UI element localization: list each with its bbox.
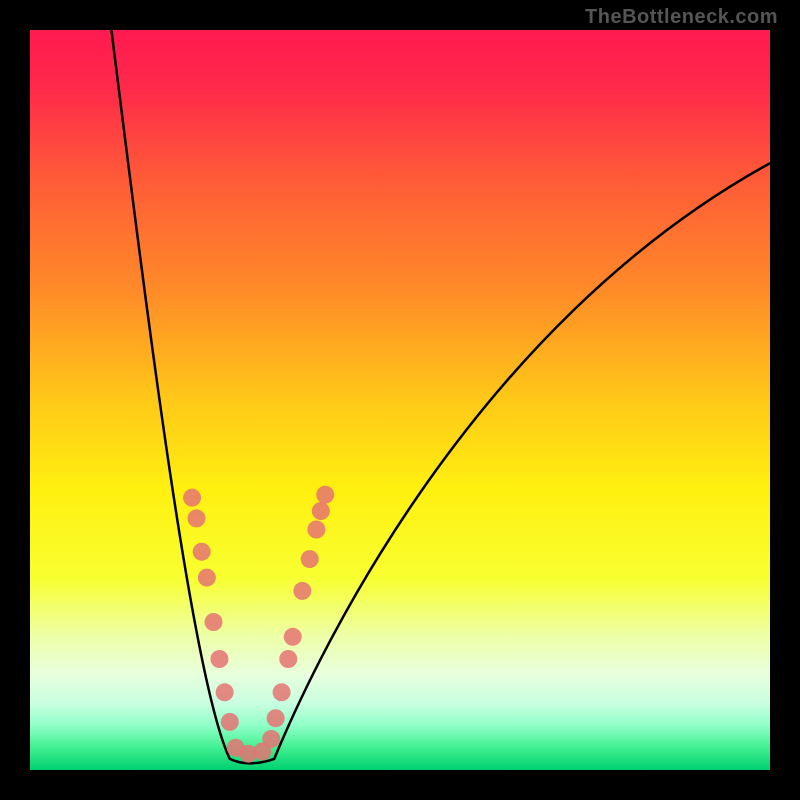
data-marker <box>262 730 280 748</box>
data-marker <box>284 628 302 646</box>
data-marker <box>183 489 201 507</box>
data-marker <box>316 486 334 504</box>
data-marker <box>210 650 228 668</box>
data-marker <box>301 550 319 568</box>
data-marker <box>307 521 325 539</box>
data-marker <box>267 709 285 727</box>
gradient-background <box>30 30 770 770</box>
data-marker <box>312 502 330 520</box>
data-marker <box>205 613 223 631</box>
data-marker <box>273 683 291 701</box>
data-marker <box>198 569 216 587</box>
watermark-text: TheBottleneck.com <box>585 6 778 29</box>
chart-plot-area <box>30 30 770 770</box>
data-marker <box>188 509 206 527</box>
data-marker <box>193 543 211 561</box>
data-marker <box>279 650 297 668</box>
data-marker <box>221 713 239 731</box>
chart-svg <box>30 30 770 770</box>
data-marker <box>216 683 234 701</box>
data-marker <box>293 582 311 600</box>
